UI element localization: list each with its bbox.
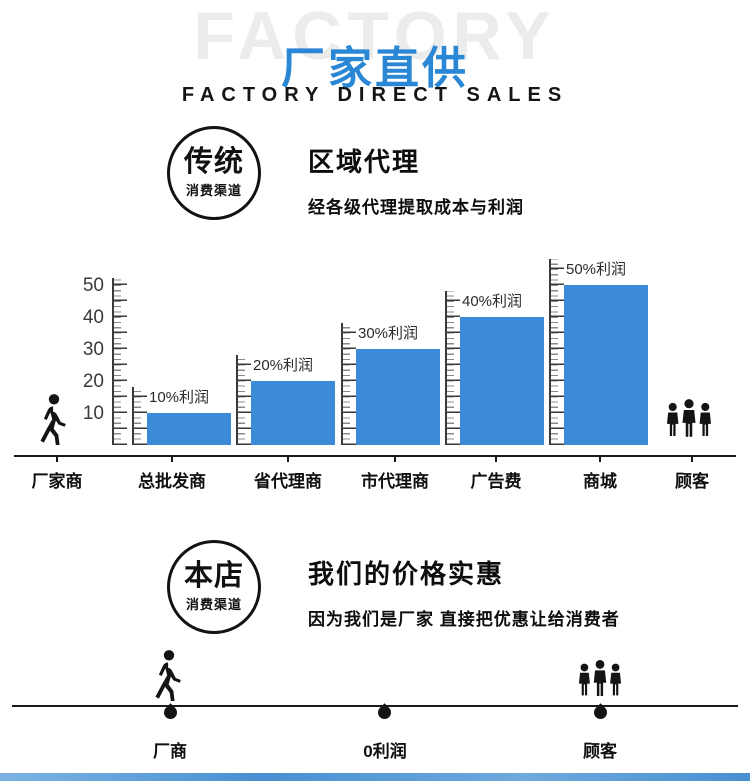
x-axis-tick — [56, 456, 58, 462]
traditional-subheading: 经各级代理提取成本与利润 — [308, 198, 524, 217]
y-axis-tick-label: 10 — [82, 403, 104, 424]
walking-person-icon — [155, 650, 181, 701]
x-axis-category-label: 商城 — [583, 472, 617, 491]
badge-subtitle: 消费渠道 — [185, 597, 242, 613]
profit-bar-商城 — [564, 285, 648, 445]
flow-line — [12, 705, 738, 707]
bar-value-label: 30%利润 — [358, 325, 419, 342]
y-axis-tick-label: 50 — [82, 275, 104, 296]
x-axis-category-label: 市代理商 — [361, 472, 429, 491]
footer-blue-strip — [0, 773, 750, 781]
badge-subtitle: 消费渠道 — [185, 183, 242, 199]
y-axis-tick-label: 40 — [82, 307, 104, 328]
x-axis-tick — [599, 456, 601, 462]
bar-ruler — [236, 355, 251, 445]
people-group-icon — [568, 658, 632, 702]
x-axis-category-label: 顾客 — [675, 472, 709, 491]
traditional-channel-badge: 传统 消费渠道 — [167, 126, 261, 220]
x-axis-tick — [495, 456, 497, 462]
bar-ruler — [132, 387, 147, 445]
flow-label-customer: 顾客 — [583, 742, 617, 761]
shop-subheading: 因为我们是厂家 直接把优惠让给消费者 — [308, 610, 620, 629]
bar-value-label: 40%利润 — [462, 293, 523, 310]
bar-ruler — [445, 291, 460, 445]
bar-value-label: 50%利润 — [566, 261, 627, 278]
profit-bar-省代理商 — [251, 381, 335, 445]
bar-value-label: 20%利润 — [253, 357, 314, 374]
y-axis-ruler — [112, 278, 127, 445]
shop-intro-text: 我们的价格实惠 因为我们是厂家 直接把优惠让给消费者 — [308, 554, 620, 630]
traditional-intro-text: 区域代理 经各级代理提取成本与利润 — [308, 142, 524, 218]
plot-area: 10 20 30 40 50 10%利润 20%利润 30%利润 40%利润 50%利润 — [0, 255, 750, 445]
profit-bar-广告费 — [460, 317, 544, 445]
page-subtitle: FACTORY DIRECT SALES — [181, 84, 569, 106]
x-axis-category-label: 厂家商 — [31, 472, 83, 491]
x-axis-line — [14, 455, 736, 457]
people-group-icon — [656, 397, 722, 443]
profit-bar-市代理商 — [356, 349, 440, 445]
watermark-text: FACTORY — [193, 0, 557, 74]
page-title: 厂家直供 — [281, 44, 469, 94]
x-axis-tick — [394, 456, 396, 462]
y-axis-tick-label: 30 — [82, 339, 104, 360]
bar-ruler — [341, 323, 356, 445]
profit-bar-chart: 10 20 30 40 50 10%利润 20%利润 30%利润 40%利润 50%利润 厂家商 总… — [0, 255, 750, 505]
flow-label-zero-profit: 0利润 — [363, 742, 407, 761]
direct-flow-diagram: 厂商 0利润 顾客 — [0, 645, 750, 773]
shop-channel-badge: 本店 消费渠道 — [167, 540, 261, 634]
profit-bar-总批发商 — [147, 413, 231, 445]
x-axis-category-label: 总批发商 — [138, 472, 206, 491]
badge-title: 本店 — [183, 559, 244, 592]
traditional-heading: 区域代理 — [308, 147, 421, 177]
x-axis-tick — [691, 456, 693, 462]
y-axis-tick-label: 20 — [82, 371, 104, 392]
x-axis-category-label: 广告费 — [470, 472, 522, 491]
flow-label-factory: 厂商 — [153, 742, 187, 761]
shop-heading: 我们的价格实惠 — [308, 559, 505, 589]
badge-title: 传统 — [183, 145, 244, 178]
bar-value-label: 10%利润 — [149, 389, 210, 406]
bar-ruler — [549, 259, 564, 445]
x-axis-tick — [171, 456, 173, 462]
x-axis-tick — [287, 456, 289, 462]
x-axis-category-label: 省代理商 — [254, 472, 322, 491]
